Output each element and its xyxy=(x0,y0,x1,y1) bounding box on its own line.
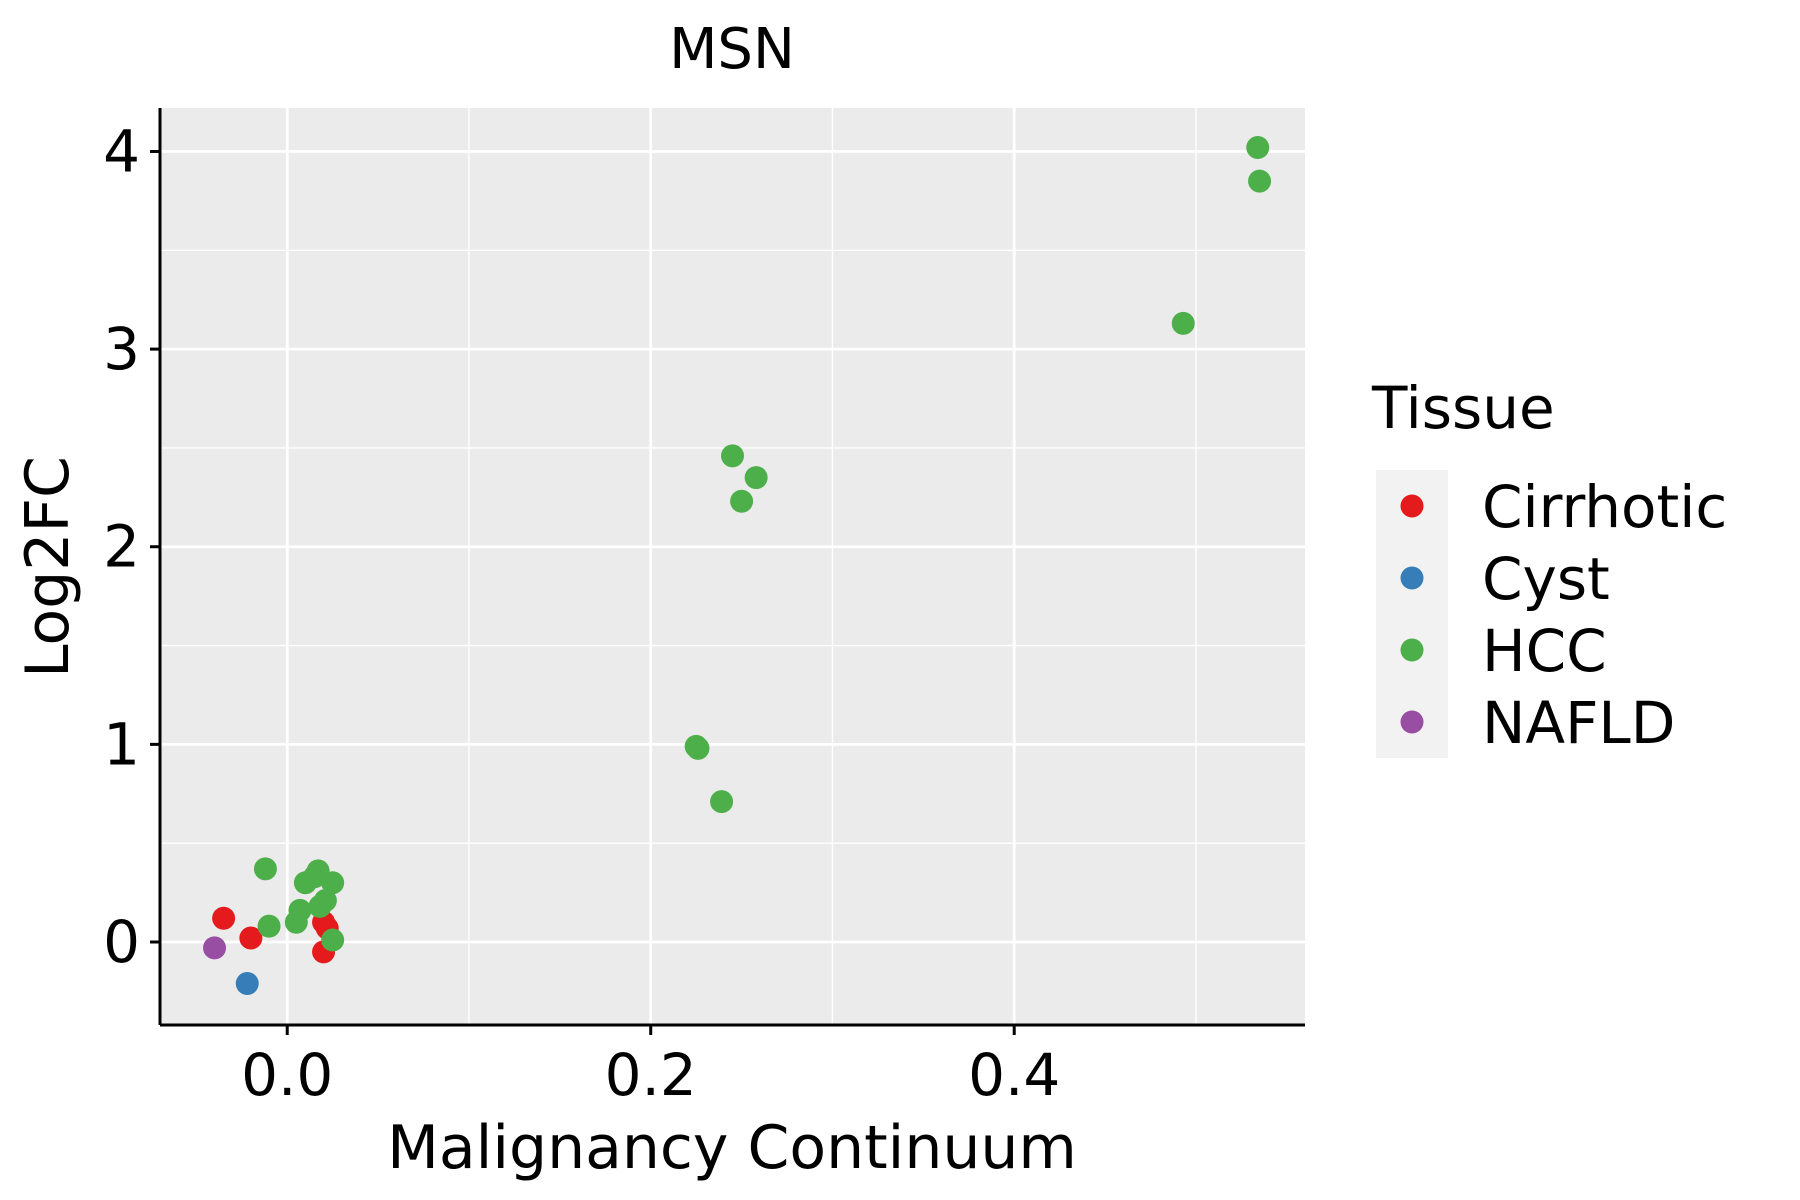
x-axis-label: Malignancy Continuum xyxy=(387,1113,1077,1183)
y-tick-label: 1 xyxy=(103,710,140,778)
plot-panel xyxy=(160,108,1305,1025)
point-hcc xyxy=(313,888,337,912)
point-hcc xyxy=(730,489,754,513)
legend-label-cirrhotic: Cirrhotic xyxy=(1482,473,1727,541)
y-axis-label: Log2FC xyxy=(13,456,83,678)
x-axis: 0.0 0.2 0.4 xyxy=(160,1023,1305,1109)
legend-marker-nafld xyxy=(1400,710,1424,734)
point-hcc xyxy=(1171,311,1195,335)
y-tick-label: 3 xyxy=(103,315,140,383)
point-hcc xyxy=(1246,136,1270,160)
legend-label-cyst: Cyst xyxy=(1482,545,1610,613)
chart-title: MSN xyxy=(669,17,795,82)
point-hcc xyxy=(686,736,710,760)
point-hcc xyxy=(721,444,744,468)
point-hcc xyxy=(321,928,345,952)
x-tick-label: 0.0 xyxy=(241,1041,333,1109)
x-tick-label: 0.4 xyxy=(968,1041,1060,1109)
y-tick-label: 4 xyxy=(103,117,140,185)
point-hcc xyxy=(321,871,345,895)
legend-marker-cirrhotic xyxy=(1400,494,1424,518)
point-nafld xyxy=(203,936,227,960)
y-tick-label: 2 xyxy=(103,513,140,581)
point-hcc xyxy=(1248,169,1272,193)
point-cyst xyxy=(235,971,259,995)
y-axis: 0 1 2 3 4 xyxy=(103,108,162,1025)
legend-title: Tissue xyxy=(1371,374,1555,442)
point-cirrhotic xyxy=(212,906,236,930)
point-hcc xyxy=(253,857,277,881)
point-hcc xyxy=(288,898,312,922)
legend-marker-hcc xyxy=(1400,638,1424,662)
legend-label-nafld: NAFLD xyxy=(1482,689,1675,757)
y-tick-label: 0 xyxy=(103,908,140,976)
panel-background xyxy=(160,108,1305,1025)
point-hcc xyxy=(710,790,734,814)
point-hcc xyxy=(257,914,281,938)
legend-label-hcc: HCC xyxy=(1482,617,1607,685)
point-hcc xyxy=(744,466,768,490)
point-cirrhotic xyxy=(239,926,263,950)
x-tick-label: 0.2 xyxy=(605,1041,697,1109)
data-points xyxy=(203,136,1272,995)
legend-marker-cyst xyxy=(1400,566,1424,590)
legend-key-background xyxy=(1376,470,1448,758)
